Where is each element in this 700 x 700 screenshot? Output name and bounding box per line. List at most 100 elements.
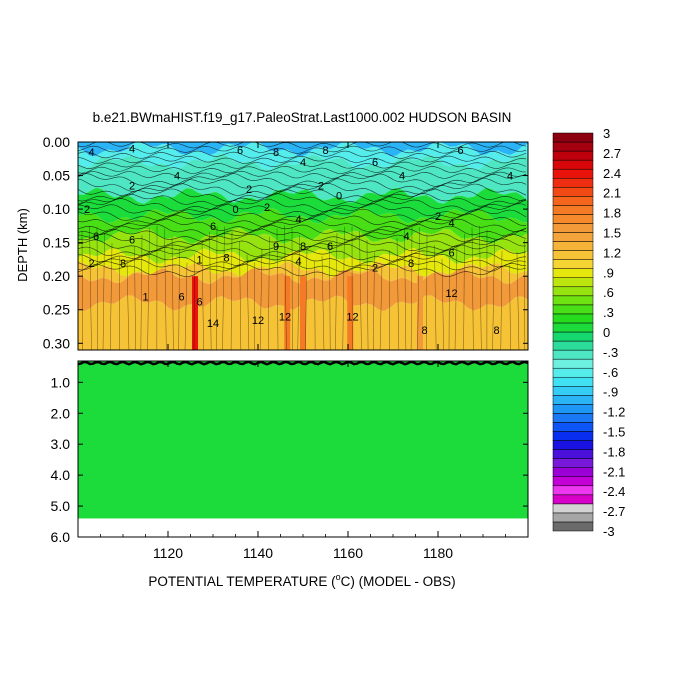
colorbar-box <box>552 467 594 477</box>
x-axis-label-post: C) (MODEL - OBS) <box>341 574 456 589</box>
contour-label: 2 <box>84 204 90 216</box>
contour-line <box>78 248 527 263</box>
contour-line <box>379 264 383 350</box>
top-layer-band <box>78 154 528 204</box>
contour-line <box>78 165 527 174</box>
colorbar-box <box>552 422 594 432</box>
top-layer-band <box>78 247 528 278</box>
contour-label: 12 <box>346 311 358 323</box>
contour-line <box>78 218 527 233</box>
contour-line <box>441 258 444 350</box>
colorbar-label: 2.1 <box>603 186 621 201</box>
colorbar-box <box>552 458 594 468</box>
contour-line <box>78 183 527 197</box>
contour-label: 6 <box>237 145 243 157</box>
y-tick-label: 1.0 <box>51 374 71 390</box>
contour-line <box>78 193 527 207</box>
contour-line <box>267 236 270 350</box>
contour-line <box>78 238 526 253</box>
colorbar-box <box>552 304 594 315</box>
contour-line <box>78 253 527 268</box>
colorbar-box <box>552 485 594 496</box>
colorbar-box <box>552 177 594 188</box>
y-tick-label: 0.25 <box>43 302 70 318</box>
contour-line <box>164 228 167 350</box>
y-tick-label: 0.30 <box>43 335 70 351</box>
colorbar-box <box>552 241 594 251</box>
contour-line <box>479 225 482 350</box>
x-axis-label: POTENTIAL TEMPERATURE (oC) (MODEL - OBS) <box>148 572 455 589</box>
contour-label: 0 <box>232 204 238 216</box>
contour-line <box>359 230 362 350</box>
x-tick-label: 1140 <box>243 545 273 561</box>
contour-line <box>134 246 136 350</box>
contour-line <box>410 225 413 350</box>
contour-line <box>171 236 174 350</box>
contour-label: 2 <box>88 258 94 270</box>
colorbar-box <box>552 386 594 396</box>
colorbar-box <box>552 476 594 487</box>
y-tick-label: 0.05 <box>43 168 70 184</box>
contour-line <box>297 235 300 350</box>
top-layer-band <box>78 142 528 157</box>
contour-line <box>78 188 527 202</box>
contour-line <box>335 232 338 350</box>
contour-line <box>222 226 225 350</box>
contour-line <box>193 254 195 350</box>
x-axis-label-pre: POTENTIAL TEMPERATURE ( <box>148 574 336 589</box>
y-tick-label: 0.15 <box>43 235 70 251</box>
colorbar-box <box>552 268 594 278</box>
colorbar-box <box>552 295 594 306</box>
contour-label: 2 <box>246 184 252 196</box>
contour-line <box>209 231 212 350</box>
contour-label: 14 <box>207 318 219 330</box>
contour-line <box>96 226 99 350</box>
contour-line <box>78 198 527 212</box>
colorbar-label: 0 <box>603 325 610 340</box>
colorbar-box <box>552 512 594 523</box>
hot-column <box>417 276 423 350</box>
contour-label: 4 <box>403 231 409 243</box>
contour-line <box>492 238 495 350</box>
colorbar-box <box>552 132 594 143</box>
contour-line <box>276 228 279 350</box>
contour-label: 8 <box>300 241 306 253</box>
colorbar: 3 2.7 2.4 2.1 1.8 1.5 1.2 .9 .6 .3 0 -.3 -.6 -.9 -1.2 -… <box>552 126 625 539</box>
contour-line <box>78 142 527 149</box>
contour-label: 2 <box>129 181 135 193</box>
contour-line <box>259 248 263 350</box>
contour-line <box>373 252 375 350</box>
contour-label: 1 <box>142 291 148 303</box>
contour-line <box>321 256 325 350</box>
contour-line <box>78 233 527 248</box>
contour-line <box>109 243 113 350</box>
colorbar-label: 1.5 <box>603 226 621 241</box>
hot-column <box>284 276 291 350</box>
colorbar-label: -1.2 <box>603 405 625 420</box>
colorbar-box <box>552 413 594 423</box>
contour-label: 2 <box>264 202 270 214</box>
colorbar-label: -2.7 <box>603 504 625 519</box>
hot-column <box>347 276 354 350</box>
contour-label: 12 <box>252 315 264 327</box>
contour-line <box>147 228 150 350</box>
contour-label: 1 <box>196 254 202 266</box>
contour-line <box>78 258 527 273</box>
contour-label: 6 <box>327 241 333 253</box>
contour-label: 2 <box>372 262 378 274</box>
colorbar-label: -1.8 <box>603 444 625 459</box>
hot-column <box>300 276 306 350</box>
colorbar-box <box>552 214 594 224</box>
contour-label: 8 <box>493 325 499 337</box>
colorbar-box <box>552 376 594 387</box>
contour-line <box>184 262 188 350</box>
contour-label: 4 <box>295 214 301 226</box>
contour-label: 4 <box>295 256 301 268</box>
contour-line <box>78 263 527 278</box>
contour-line <box>78 155 527 164</box>
contour-line <box>81 230 83 350</box>
y-axis-label: DEPTH (km) <box>15 208 30 282</box>
contour-line <box>78 243 527 258</box>
colorbar-box <box>552 259 594 269</box>
contour-label: 8 <box>223 252 229 264</box>
